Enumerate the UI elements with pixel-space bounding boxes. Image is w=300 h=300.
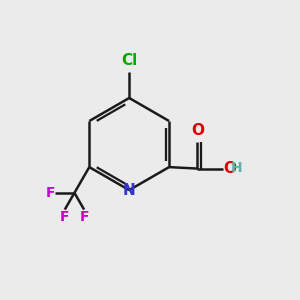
Text: F: F [46, 186, 55, 200]
Text: O: O [191, 123, 204, 138]
Text: F: F [60, 210, 70, 224]
Text: Cl: Cl [121, 53, 137, 68]
Text: H: H [231, 161, 243, 175]
Text: O: O [224, 161, 236, 176]
Text: N: N [123, 183, 136, 198]
Text: F: F [79, 210, 89, 224]
